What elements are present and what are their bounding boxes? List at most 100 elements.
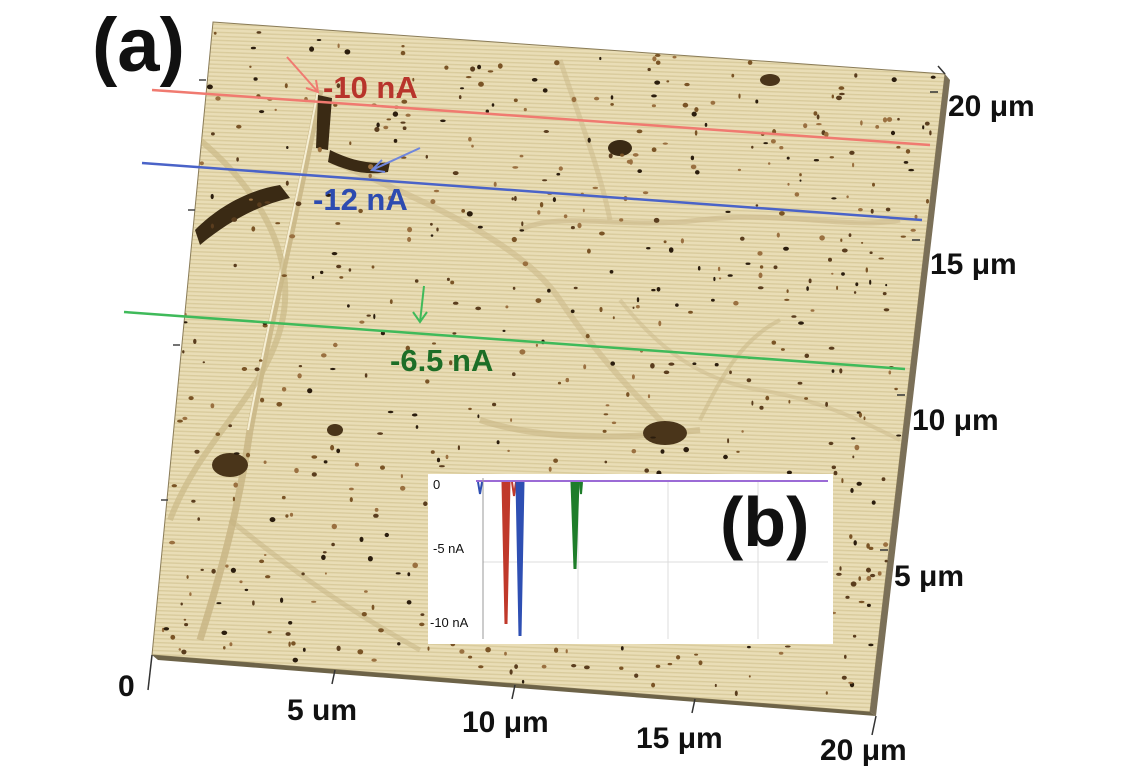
surface-speckle (626, 159, 632, 164)
surface-speckle (193, 338, 197, 344)
surface-speckle (881, 477, 886, 482)
surface-speckle (926, 199, 929, 204)
surface-speckle (262, 324, 268, 328)
surface-speckle (339, 276, 344, 279)
surface-speckle (194, 449, 200, 454)
surface-speckle (492, 402, 497, 407)
surface-speckle (373, 513, 379, 518)
surface-speckle (850, 581, 857, 587)
surface-speckle (672, 55, 677, 59)
surface-speckle (523, 107, 527, 112)
surface-speckle (522, 261, 529, 267)
surface-speckle (281, 387, 287, 392)
blue-pointer-arrow (369, 147, 421, 173)
surface-speckle (383, 125, 389, 130)
surface-speckle (284, 83, 288, 89)
surface-speckle (259, 559, 265, 564)
surface-speckle (512, 372, 516, 377)
surface-speckle (183, 618, 187, 621)
surface-speckle (755, 99, 759, 104)
surface-speckle (570, 309, 575, 314)
surface-speckle (770, 139, 776, 144)
surface-speckle (337, 43, 340, 49)
surface-speckle (251, 226, 256, 232)
surface-speckle (667, 662, 673, 666)
surface-speckle (444, 65, 449, 70)
surface-speckle (514, 664, 518, 669)
surface-speckle (519, 154, 524, 158)
surface-speckle (368, 173, 372, 178)
surface-speckle (302, 647, 306, 652)
surface-speckle (816, 114, 820, 120)
surface-speckle (519, 349, 526, 355)
surface-speckle (485, 647, 491, 653)
surface-speckle (336, 448, 341, 454)
surface-speckle (263, 554, 267, 556)
surface-speckle (459, 649, 465, 654)
surface-speckle (359, 536, 364, 543)
surface-speckle (295, 201, 302, 207)
surface-speckle (656, 287, 661, 292)
surface-speckle (493, 181, 497, 187)
surface-speckle (650, 436, 656, 439)
surface-speckle (711, 298, 715, 302)
surface-speckle (178, 648, 181, 651)
surface-speckle (839, 92, 845, 96)
surface-speckle (838, 86, 845, 90)
surface-speckle (884, 559, 888, 563)
surface-speckle (866, 567, 871, 573)
inset-ytick-0: 0 (433, 477, 441, 492)
surface-speckle (419, 622, 425, 627)
surface-speckle (263, 460, 267, 464)
surface-speckle (323, 460, 328, 464)
surface-speckle (557, 381, 562, 385)
surface-speckle (468, 136, 472, 142)
surface-speckle (513, 98, 518, 103)
surface-speckle (182, 350, 185, 354)
surface-speckle (683, 447, 689, 453)
surface-speckle (599, 56, 602, 61)
surface-speckle (502, 329, 506, 332)
surface-speckle (371, 658, 377, 662)
surface-speckle (684, 82, 690, 87)
surface-speckle (663, 240, 667, 244)
surface-speckle (371, 265, 375, 269)
x-tick-20um: 20 μm (820, 734, 907, 767)
surface-speckle (280, 597, 284, 603)
surface-speckle (861, 241, 864, 244)
red-pointer-arrow (286, 56, 320, 94)
surface-speckle (804, 397, 809, 400)
x-tick-0: 0 (118, 670, 135, 703)
surface-speckle (378, 628, 384, 633)
surface-speckle (241, 367, 248, 371)
surface-speckle (406, 600, 412, 605)
surface-speckle (239, 580, 243, 584)
surface-speckle (320, 270, 324, 275)
surface-speckle (367, 556, 373, 562)
surface-speckle (186, 575, 189, 579)
surface-speckle (691, 111, 697, 117)
surface-speckle (565, 377, 570, 383)
surface-speckle (658, 320, 662, 327)
surface-speckle (694, 653, 699, 656)
surface-speckle (651, 147, 657, 152)
x-tick-15um: 15 μm (636, 722, 723, 755)
surface-speckle (210, 403, 215, 409)
surface-speckle (535, 298, 542, 303)
surface-speckle (870, 573, 876, 578)
surface-speckle (554, 60, 560, 66)
surface-speckle (211, 568, 216, 574)
surface-speckle (863, 416, 866, 421)
surface-speckle (275, 222, 281, 225)
surface-speckle (331, 523, 337, 530)
surface-speckle (216, 602, 222, 605)
surface-speckle (414, 279, 419, 283)
surface-speckle (797, 381, 803, 385)
surface-speckle (787, 182, 790, 186)
inset-spike-red-small (511, 481, 517, 497)
surface-speckle (366, 314, 371, 317)
surface-speckle (896, 145, 901, 149)
surface-speckle (285, 632, 291, 636)
surface-speckle (311, 275, 315, 280)
surface-speckle (519, 229, 525, 232)
